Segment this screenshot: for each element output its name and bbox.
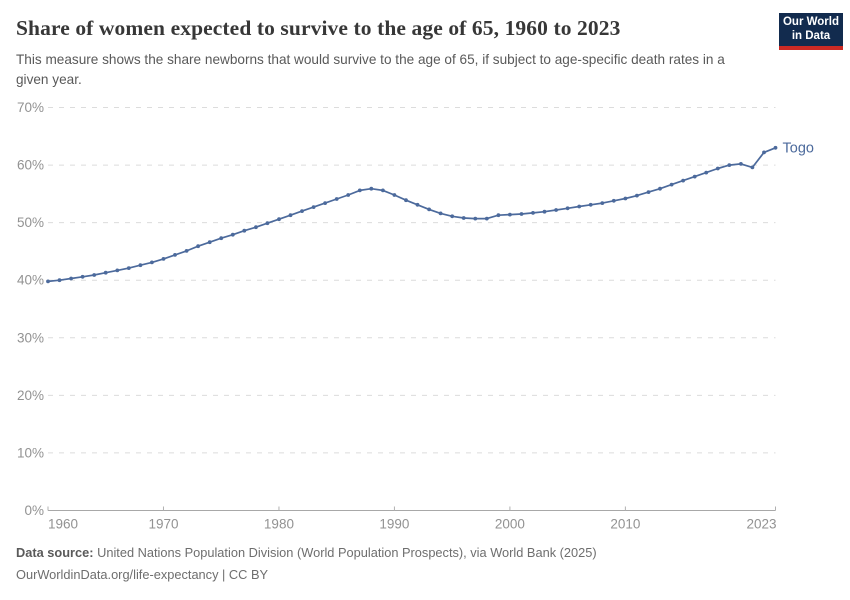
y-tick-label-0: 0%: [24, 503, 44, 518]
data-point-1961[interactable]: [57, 278, 62, 283]
y-tick-label-50: 50%: [17, 215, 44, 230]
data-point-1985[interactable]: [334, 197, 339, 201]
data-point-1994[interactable]: [438, 211, 443, 216]
owid-logo-box: Our World in Data: [779, 13, 843, 46]
data-point-1984[interactable]: [323, 201, 327, 206]
data-point-2004[interactable]: [554, 208, 558, 212]
x-tick-label-2010: 2010: [610, 517, 640, 532]
data-point-2019[interactable]: [727, 163, 732, 168]
owid-logo-line2: in Data: [791, 29, 831, 42]
data-point-1992[interactable]: [415, 202, 420, 207]
data-point-2021[interactable]: [750, 165, 755, 170]
dataset-link[interactable]: OurWorldinData.org/life-expectancy: [16, 566, 219, 582]
data-point-1986[interactable]: [346, 193, 351, 197]
data-point-1989[interactable]: [381, 188, 385, 193]
data-point-1990[interactable]: [392, 193, 397, 197]
data-point-2001[interactable]: [519, 212, 524, 216]
license-text: CC BY: [228, 566, 269, 582]
data-point-1980[interactable]: [277, 217, 281, 222]
data-point-2000[interactable]: [508, 212, 512, 217]
data-point-1981[interactable]: [288, 213, 293, 218]
data-point-1965[interactable]: [103, 270, 108, 275]
data-point-1997[interactable]: [473, 216, 478, 221]
data-point-2015[interactable]: [681, 178, 685, 183]
data-point-1995[interactable]: [450, 214, 455, 219]
data-point-2011[interactable]: [635, 193, 639, 198]
data-point-2003[interactable]: [542, 209, 547, 214]
data-point-1972[interactable]: [184, 249, 189, 253]
x-tick-label-1970: 1970: [148, 517, 178, 532]
data-point-1962[interactable]: [69, 276, 73, 281]
y-tick-label-30: 30%: [17, 330, 44, 345]
x-tick-label-2023: 2023: [746, 517, 776, 532]
x-tick-label-1980: 1980: [264, 517, 294, 532]
data-point-2020[interactable]: [739, 162, 743, 166]
owid-logo[interactable]: Our World in Data: [779, 13, 843, 50]
y-tick-label-10: 10%: [17, 445, 44, 460]
data-point-2010[interactable]: [623, 196, 628, 201]
page-title: Share of women expected to survive to th…: [16, 16, 621, 40]
data-point-2005[interactable]: [565, 206, 570, 211]
data-source-text: United Nations Population Division (Worl…: [93, 545, 597, 560]
data-point-2016[interactable]: [692, 174, 697, 179]
y-tick-label-40: 40%: [17, 273, 44, 288]
data-point-1967[interactable]: [126, 266, 131, 270]
data-point-1988[interactable]: [369, 186, 374, 191]
data-source-line: Data source: United Nations Population D…: [16, 542, 836, 564]
x-tick-label-1960: 1960: [48, 517, 78, 532]
data-point-1963[interactable]: [80, 274, 85, 279]
chart-subtitle: This measure shows the share newborns th…: [16, 52, 725, 87]
x-tick-label-1990: 1990: [379, 517, 409, 532]
data-point-1996[interactable]: [461, 216, 466, 220]
owid-logo-line1: Our World: [782, 16, 839, 29]
data-point-1998[interactable]: [484, 216, 489, 221]
data-point-2022[interactable]: [762, 150, 766, 155]
data-point-1971[interactable]: [173, 253, 177, 257]
data-point-1964[interactable]: [92, 273, 97, 277]
data-point-1982[interactable]: [300, 209, 304, 214]
data-point-1999[interactable]: [496, 213, 501, 218]
data-point-1991[interactable]: [404, 198, 408, 203]
data-point-1975[interactable]: [219, 236, 224, 241]
data-point-1979[interactable]: [265, 221, 270, 226]
data-point-1973[interactable]: [196, 244, 201, 249]
data-point-2023[interactable]: [773, 145, 778, 150]
data-point-1983[interactable]: [311, 205, 316, 210]
data-point-2009[interactable]: [611, 198, 616, 203]
data-point-2007[interactable]: [588, 202, 593, 207]
data-source-label: Data source:: [16, 545, 94, 560]
data-point-2008[interactable]: [600, 201, 605, 206]
data-point-2018[interactable]: [715, 166, 720, 171]
data-point-2014[interactable]: [669, 182, 674, 187]
data-point-2012[interactable]: [646, 190, 651, 195]
data-point-1970[interactable]: [161, 257, 166, 261]
data-point-1968[interactable]: [138, 263, 143, 268]
data-point-2002[interactable]: [531, 211, 535, 215]
owid-logo-accent-bar: [779, 46, 843, 50]
license-line: OurWorldinData.org/life-expectancy | CC …: [16, 564, 836, 586]
series-line[interactable]: [47, 147, 776, 283]
x-tick-label-2000: 2000: [495, 517, 525, 532]
license-separator: |: [218, 566, 229, 582]
data-point-2013[interactable]: [658, 186, 662, 191]
data-point-1960[interactable]: [46, 279, 50, 284]
y-tick-label-60: 60%: [17, 158, 44, 173]
chart-footer: Data source: United Nations Population D…: [16, 542, 836, 586]
data-point-1969[interactable]: [150, 260, 154, 265]
data-point-1978[interactable]: [254, 225, 258, 230]
data-point-1966[interactable]: [115, 268, 120, 273]
data-point-1976[interactable]: [230, 232, 235, 237]
y-tick-label-70: 70%: [17, 100, 44, 115]
series-label-togo[interactable]: Togo: [783, 140, 814, 156]
data-point-2006[interactable]: [577, 204, 582, 209]
data-point-2017[interactable]: [704, 170, 709, 175]
series-togo[interactable]: Togo: [46, 140, 814, 284]
data-point-1974[interactable]: [207, 240, 212, 245]
data-point-1977[interactable]: [242, 228, 247, 233]
y-tick-label-20: 20%: [17, 388, 44, 403]
data-point-1987[interactable]: [357, 188, 362, 193]
data-point-1993[interactable]: [427, 207, 431, 212]
